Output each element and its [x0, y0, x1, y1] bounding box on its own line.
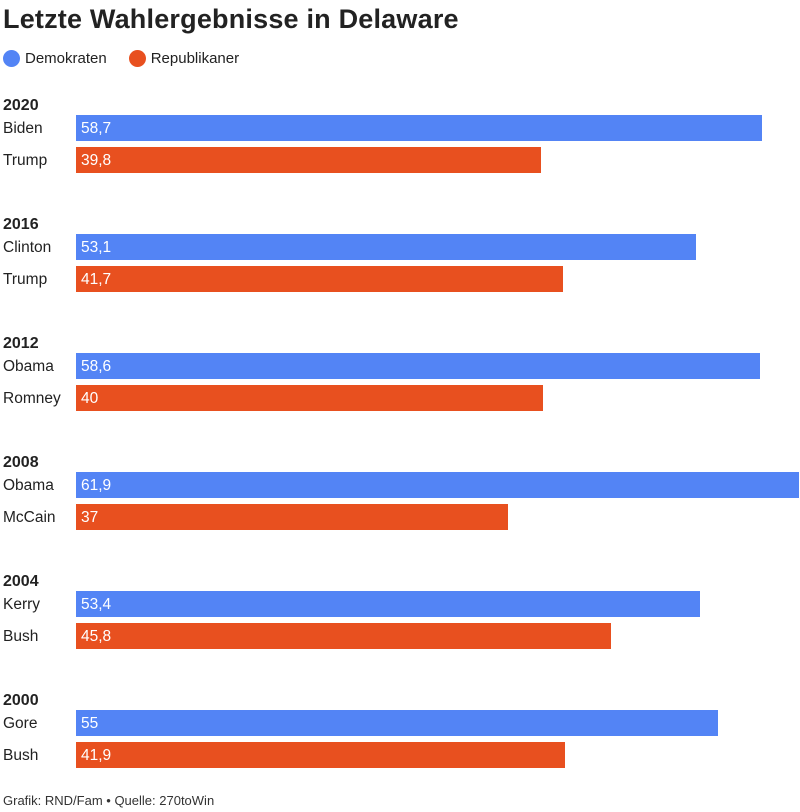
year-label-2000: 2000 [3, 692, 39, 709]
value-label-trump-2016: 41,7 [81, 271, 111, 288]
year-label-2020: 2020 [3, 97, 39, 114]
value-label-biden-2020: 58,7 [81, 120, 111, 137]
candidate-label-mccain-2008: McCain [3, 509, 56, 526]
legend-item-republicans: Republikaner [128, 50, 240, 67]
legend-label-democrats: Demokraten [25, 50, 107, 67]
candidate-label-trump-2020: Trump [3, 152, 47, 169]
bar-obama-2012 [76, 353, 760, 379]
legend-swatch-democrats [3, 50, 20, 67]
legend: Demokraten Republikaner [3, 50, 261, 67]
value-label-obama-2008: 61,9 [81, 477, 111, 494]
bar-bush-2000 [76, 742, 565, 768]
value-label-mccain-2008: 37 [81, 509, 98, 526]
bar-clinton-2016 [76, 234, 696, 260]
year-label-2016: 2016 [3, 216, 39, 233]
bar-mccain-2008 [76, 504, 508, 530]
candidate-label-clinton-2016: Clinton [3, 239, 51, 256]
candidate-label-bush-2000: Bush [3, 747, 38, 764]
year-label-2012: 2012 [3, 335, 39, 352]
bar-kerry-2004 [76, 591, 700, 617]
bar-biden-2020 [76, 115, 762, 141]
legend-swatch-republicans [128, 50, 146, 67]
value-label-clinton-2016: 53,1 [81, 239, 111, 256]
value-label-trump-2020: 39,8 [81, 152, 111, 169]
bar-trump-2020 [76, 147, 541, 173]
value-label-bush-2000: 41,9 [81, 747, 111, 764]
legend-label-republicans: Republikaner [150, 50, 240, 67]
candidate-label-obama-2012: Obama [3, 358, 54, 375]
candidate-label-bush-2004: Bush [3, 628, 38, 645]
candidate-label-trump-2016: Trump [3, 271, 47, 288]
bar-gore-2000 [76, 710, 718, 736]
year-label-2004: 2004 [3, 573, 39, 590]
legend-item-democrats: Demokraten [3, 50, 107, 67]
bar-trump-2016 [76, 266, 563, 292]
value-label-kerry-2004: 53,4 [81, 596, 112, 613]
candidate-label-romney-2012: Romney [3, 390, 61, 407]
bar-bush-2004 [76, 623, 611, 649]
value-label-bush-2004: 45,8 [81, 628, 111, 645]
candidate-label-gore-2000: Gore [3, 715, 37, 732]
value-label-romney-2012: 40 [81, 390, 99, 407]
bar-romney-2012 [76, 385, 543, 411]
source-footer: Grafik: RND/Fam • Quelle: 270toWin [3, 793, 215, 808]
candidate-label-kerry-2004: Kerry [3, 596, 40, 613]
candidate-label-biden-2020: Biden [3, 120, 43, 137]
candidate-label-obama-2008: Obama [3, 477, 54, 494]
bar-obama-2008 [76, 472, 799, 498]
value-label-obama-2012: 58,6 [81, 358, 111, 375]
value-label-gore-2000: 55 [81, 715, 98, 732]
chart-title: Letzte Wahlergebnisse in Delaware [3, 4, 459, 34]
year-label-2008: 2008 [3, 454, 39, 471]
